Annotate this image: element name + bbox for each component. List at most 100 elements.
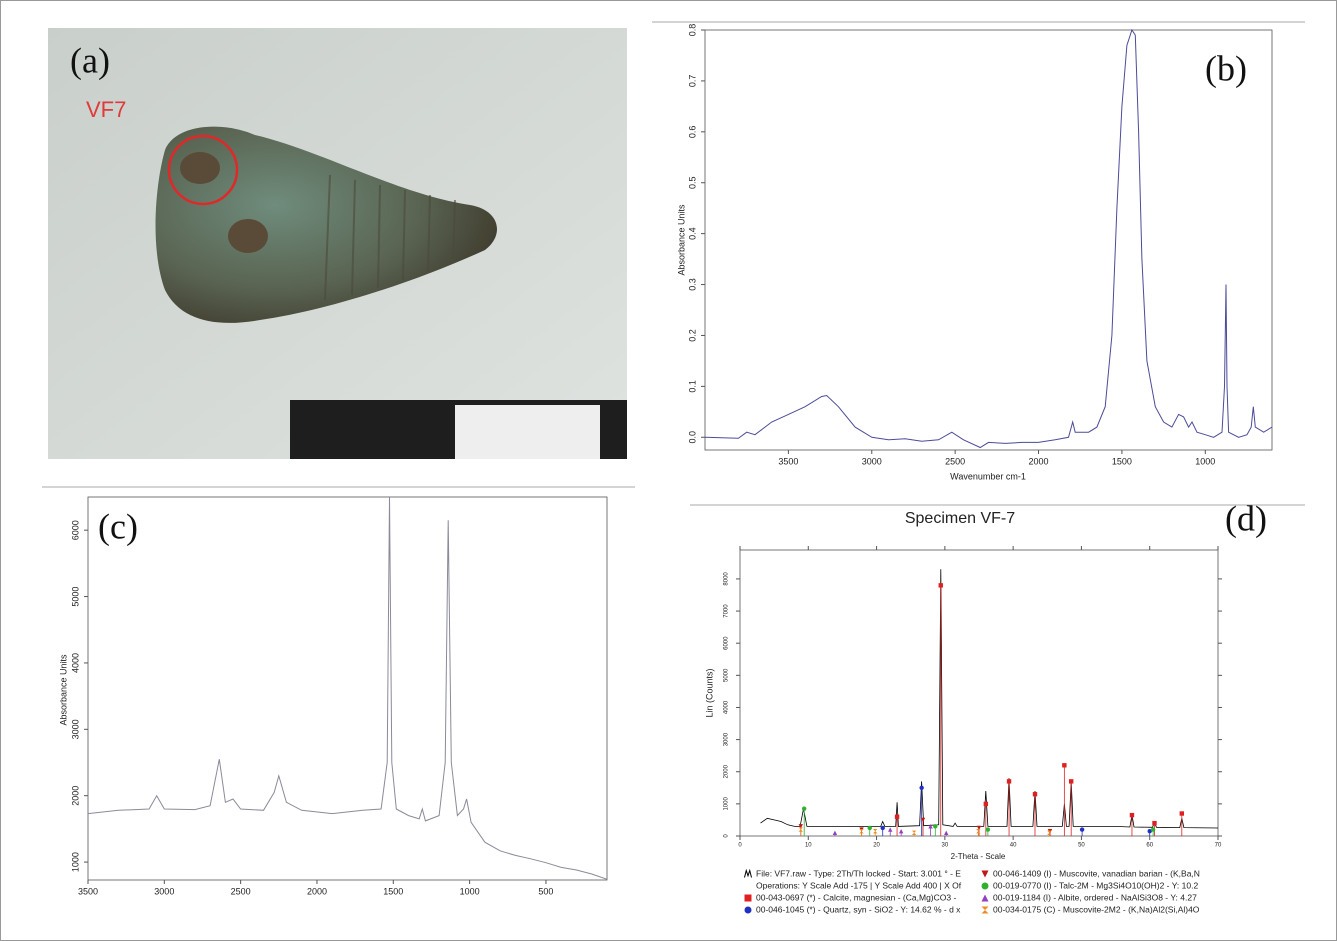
panel-label: (d) — [1225, 498, 1267, 538]
scale-bar-white — [455, 405, 600, 459]
marker — [1147, 828, 1152, 834]
marker — [981, 906, 989, 914]
marker — [1068, 779, 1074, 784]
marker — [859, 828, 864, 834]
marker — [933, 824, 938, 829]
x-tick-label: 2500 — [945, 456, 965, 466]
marker — [1179, 811, 1185, 816]
y-tick-label: 0.7 — [687, 75, 697, 88]
marker — [911, 830, 917, 835]
marker — [981, 882, 989, 890]
marker — [873, 828, 878, 834]
y-tick-label: 0.1 — [687, 380, 697, 393]
marker — [920, 817, 926, 823]
y-tick-label: 3000 — [70, 719, 80, 739]
chart: 3500 3000 2500 2000 1500 1000 500 1000 2000 3000 4… — [58, 496, 608, 896]
marker — [1032, 792, 1038, 797]
marker — [744, 906, 752, 914]
marker — [919, 785, 924, 790]
x-tick-label: 50 — [1078, 843, 1085, 849]
plot-frame — [87, 496, 608, 881]
x-tick-label: 60 — [1146, 843, 1153, 849]
hole — [228, 219, 268, 253]
marker — [867, 825, 872, 831]
y-tick-label: 0 — [724, 834, 730, 838]
x-tick-label: 3000 — [862, 456, 882, 466]
x-tick-label: 10 — [805, 843, 812, 849]
y-tick-label: 0.6 — [687, 126, 697, 139]
marker — [798, 824, 803, 829]
x-tick-label: 40 — [1010, 843, 1017, 849]
y-tick-label: 1000 — [70, 852, 80, 872]
y-tick-label: 6000 — [70, 520, 80, 540]
artifact-ridges — [324, 174, 456, 301]
marker — [1152, 820, 1157, 826]
marker — [801, 806, 807, 811]
marker — [981, 870, 989, 878]
plot-frame — [739, 549, 1219, 837]
x-tick-label: 1000 — [1195, 456, 1215, 466]
legend-entry: 00-034-0175 (C) - Muscovite-2M2 - (K,Na)… — [993, 904, 1200, 914]
x-tick-label: 2000 — [1029, 456, 1049, 466]
y-tick-label: 7000 — [724, 604, 730, 618]
x-tick-label: 3000 — [154, 886, 174, 896]
y-tick-label: 4000 — [724, 700, 730, 714]
marker — [944, 830, 949, 835]
marker — [744, 868, 752, 878]
y-tick-label: 2000 — [70, 786, 80, 806]
panel-label: (c) — [98, 506, 138, 546]
legend-note: Operations: Y Scale Add -175 | Y Scale A… — [756, 880, 962, 890]
spectrum-line — [705, 28, 1272, 449]
marker — [976, 825, 982, 831]
y-axis-label: Absorbance Units — [676, 204, 686, 276]
y-tick-label: 0.3 — [687, 278, 697, 291]
y-tick-label: 2000 — [724, 764, 730, 778]
x-axis-label: Wavenumber cm-1 — [950, 471, 1026, 481]
y-tick-label: 0.8 — [687, 24, 697, 37]
marker — [1047, 830, 1052, 835]
x-tick-label: 500 — [538, 886, 553, 896]
x-tick-label: 30 — [942, 843, 949, 849]
x-tick-label: 20 — [873, 843, 880, 849]
marker — [1079, 827, 1085, 832]
y-tick-label: 0.0 — [687, 431, 697, 444]
photo: (a) VF7 — [48, 28, 627, 459]
legend-entry: 00-019-1184 (I) - Albite, ordered - NaAl… — [993, 892, 1197, 902]
marker — [898, 828, 904, 834]
marker — [798, 827, 803, 832]
panel-label: (b) — [1205, 48, 1247, 88]
marker — [832, 830, 838, 835]
chart: 0 10 20 30 40 50 60 70 0 1000 2000 3000 4000 5000 6000… — [704, 498, 1267, 914]
marker — [1129, 812, 1135, 818]
y-tick-label: 0.2 — [687, 329, 697, 342]
x-tick-label: 1000 — [460, 886, 480, 896]
y-tick-label: 3000 — [724, 732, 730, 746]
marker — [880, 825, 885, 831]
y-tick-label: 8000 — [724, 572, 730, 586]
y-tick-label: 5000 — [724, 668, 730, 682]
x-tick-label: 2500 — [231, 886, 251, 896]
marker — [1150, 827, 1156, 832]
pattern-line — [760, 569, 1218, 829]
legend-entry: 00-019-0770 (I) - Talc-2M - Mg3Si4O10(OH… — [993, 880, 1198, 890]
marker — [938, 583, 943, 588]
legend-entry: 00-046-1409 (I) - Muscovite, vanadian ba… — [993, 868, 1200, 878]
marker — [888, 827, 893, 832]
legend-entry: 00-043-0697 (*) - Calcite, magnesian - (… — [756, 892, 956, 902]
marker — [894, 814, 900, 819]
legend-entry: File: VF7.raw - Type: 2Th/Th locked - St… — [756, 868, 961, 878]
hole — [180, 152, 220, 184]
y-tick-label: 5000 — [70, 587, 80, 607]
x-tick-label: 1500 — [1112, 456, 1132, 466]
x-tick-label: 1500 — [383, 886, 403, 896]
x-tick-label: 3500 — [78, 886, 98, 896]
x-axis-label: 2-Theta - Scale — [951, 852, 1006, 861]
marker — [981, 894, 989, 902]
marker — [744, 894, 752, 902]
chart: 3500 3000 2500 2000 1500 1000 0.0 0.1 0.2 0.3 0.4 0… — [676, 24, 1273, 481]
chart-title: Specimen VF-7 — [905, 510, 1015, 527]
highlight-circle — [167, 134, 239, 206]
x-tick-label: 3500 — [778, 456, 798, 466]
